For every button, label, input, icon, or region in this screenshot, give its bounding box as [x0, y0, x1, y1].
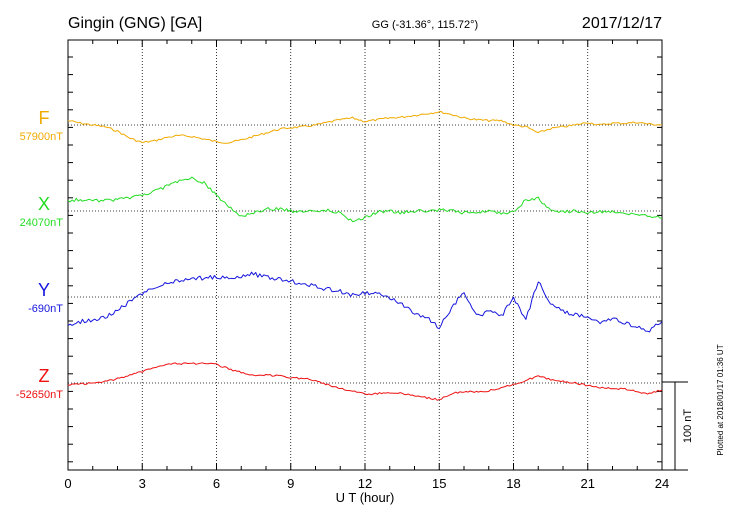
component-labels: F 57900nT X 24070nT Y -690nT Z -52650nT — [16, 108, 63, 401]
plotted-timestamp: Plotted at 2018/01/17 01:36 UT — [716, 344, 725, 455]
trace-y — [67, 271, 663, 333]
baseline-lines — [68, 124, 662, 384]
component-label-y: Y — [38, 280, 50, 300]
x-tick-labels: 0 3 6 9 12 15 18 21 24 — [64, 476, 669, 491]
x-axis-label: U T (hour) — [336, 490, 395, 505]
component-label-f: F — [39, 108, 50, 128]
x-tick-label: 6 — [213, 476, 220, 491]
plot-frame — [67, 39, 663, 471]
baseline-value-y: -690nT — [28, 303, 63, 315]
chart-title: Gingin (GNG) [GA] — [68, 15, 202, 32]
scale-bar: 100 nT — [662, 381, 694, 471]
trace-f — [67, 110, 663, 144]
chart-date: 2017/12/17 — [582, 15, 662, 32]
grid-lines — [141, 40, 589, 470]
x-tick-label: 24 — [655, 476, 669, 491]
trace-x — [67, 176, 663, 223]
baseline-value-z: -52650nT — [16, 389, 63, 401]
x-tick-label: 21 — [581, 476, 595, 491]
baseline-value-x: 24070nT — [20, 217, 64, 229]
x-tick-label: 9 — [287, 476, 294, 491]
trace-z — [67, 362, 663, 401]
station-coordinates: GG (-31.36°, 115.72°) — [372, 19, 478, 31]
component-label-x: X — [38, 194, 50, 214]
x-tick-label: 3 — [139, 476, 146, 491]
series-traces — [67, 110, 663, 401]
baseline-value-f: 57900nT — [20, 131, 64, 143]
x-tick-label: 18 — [506, 476, 520, 491]
x-tick-label: 12 — [358, 476, 372, 491]
component-label-z: Z — [39, 366, 50, 386]
x-tick-label: 15 — [432, 476, 446, 491]
x-tick-label: 0 — [64, 476, 71, 491]
scale-bar-label: 100 nT — [682, 409, 694, 444]
axis-ticks — [67, 40, 663, 470]
